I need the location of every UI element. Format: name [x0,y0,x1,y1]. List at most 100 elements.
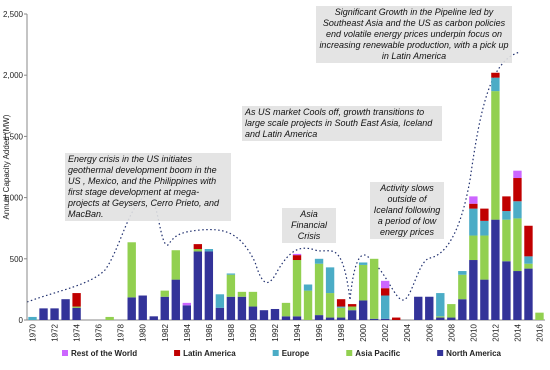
bar-segment [358,300,368,320]
bar-segment [513,271,522,320]
bar-segment [336,317,346,320]
y-tick-label: 2,000 [3,71,24,80]
x-tick-label: 1998 [337,323,346,341]
bar-segment [127,297,136,320]
bar-segment [336,306,346,308]
legend-swatch [62,350,68,356]
bar-segment [469,208,478,236]
bar-segment [513,218,522,272]
bar-segment [160,290,169,297]
x-tick-label: 1982 [161,323,170,341]
bar-segment [314,315,324,320]
bar-segment [292,255,302,261]
bar-segment [436,317,445,320]
y-tick-label: 1,500 [3,132,24,141]
bar-segment [480,279,489,320]
bar-segment [513,201,522,219]
bar-segment [513,178,522,202]
bar-segment [458,274,467,300]
bar-segment [160,296,169,320]
bar-segment [226,273,236,275]
bar-segment [259,310,269,320]
bar-segment [458,271,467,275]
x-tick-label: 2008 [447,323,456,341]
bar-segment [248,306,258,320]
bar-segment [491,219,500,320]
legend-label: Asia Pacific [355,349,400,358]
bar-segment [28,316,37,320]
bar-segment [436,293,445,317]
y-tick-label: 2,500 [3,10,24,19]
bar-segment [171,279,180,320]
bar-segment [39,308,48,320]
x-tick-label: 1970 [29,323,38,341]
annotation: Asia Financial Crisis [282,208,336,243]
bar-segment [447,304,456,318]
bar-segment [292,316,302,320]
bar-segment [436,316,445,318]
bar-segment [303,284,313,291]
x-tick-label: 2004 [403,323,412,341]
bar-segment [392,317,401,320]
x-tick-label: 1972 [51,323,60,341]
y-tick-label: 0 [19,316,24,325]
annotation: Activity slows outside of Iceland follow… [370,182,444,239]
bar-segment [336,299,346,307]
x-tick-label: 1994 [293,323,302,341]
legend-swatch [272,350,279,356]
bar-segment [303,290,313,320]
bar-segment [281,316,291,320]
bar-segment [502,211,511,220]
bar-segment [381,280,390,289]
x-tick-label: 1984 [183,323,192,341]
bar-segment [502,196,511,212]
bar-segment [458,299,467,320]
bar-segment [325,317,335,320]
bar-segment [204,251,214,320]
legend-swatch [174,350,181,356]
bar-segment [336,307,346,318]
bar-segment [502,219,511,262]
annotation: Significant Growth in the Pipeline led b… [316,6,512,63]
x-tick-label: 2012 [491,323,500,341]
bar-segment [480,208,489,221]
bar-segment [292,260,302,317]
bar-segment [72,307,81,320]
x-tick-label: 2016 [535,323,544,341]
bar-segment [182,305,191,320]
x-tick-label: 1992 [271,323,280,341]
bar-segment [469,235,478,261]
x-tick-label: 1996 [315,323,324,341]
bar-segment [491,91,500,220]
bar-segment [281,302,291,317]
bar-segment [347,310,357,320]
annotation: Energy crisis in the US initiates geothe… [65,153,231,221]
x-tick-label: 2006 [425,323,434,341]
bar-segment [193,244,203,250]
bar-segment [61,299,70,320]
bar-segment [292,253,302,256]
bar-segment [193,251,203,320]
bar-segment [193,249,203,252]
bar-segment [369,258,379,319]
bar-segment [381,295,390,319]
bar-segment [237,291,247,297]
bar-segment [502,261,511,320]
bar-segment [358,264,368,301]
bar-segment [524,268,533,320]
bar-segment [524,256,533,264]
bar-segment [72,306,81,308]
x-tick-label: 1986 [205,323,214,341]
x-tick-label: 2010 [469,323,478,341]
bar-segment [480,220,489,236]
bar-segment [535,312,544,320]
bar-segment [491,72,500,78]
x-tick-label: 2000 [359,323,368,341]
legend-label: Europe [282,349,310,358]
bar-segment [226,296,236,320]
bar-segment [215,307,225,320]
bar-segment [127,242,136,298]
x-tick-label: 1976 [95,323,104,341]
